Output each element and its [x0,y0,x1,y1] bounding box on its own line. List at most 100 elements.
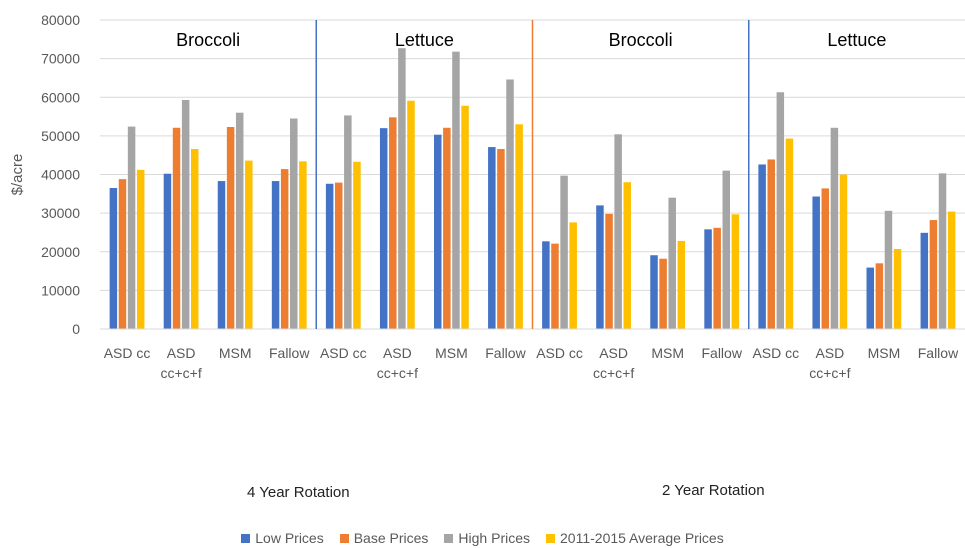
y-tick-label: 70000 [41,51,80,67]
x-tick-label: MSM [435,345,468,361]
bar [127,126,136,329]
bar [758,164,766,329]
y-tick-label: 50000 [41,128,80,144]
bar [614,134,622,329]
bar [235,112,244,329]
bar [866,267,875,329]
bar [551,243,559,329]
bar [560,175,568,329]
bar [677,240,686,329]
bar [163,173,172,329]
bar [542,241,550,329]
bar [118,179,127,329]
bar [596,205,604,329]
x-tick-label: MSM [868,345,901,361]
bar [389,117,397,330]
y-tick-label: 40000 [41,167,80,183]
bar [398,48,406,329]
bar [785,138,794,329]
bar [731,214,740,329]
x-tick-label: ASD [815,345,844,361]
y-tick-label: 60000 [41,89,80,105]
bar [515,124,523,329]
x-tick-label: Fallow [485,345,526,361]
x-tick-label: ASD cc [752,345,799,361]
bar [325,183,334,329]
crop-group-label: Broccoli [609,30,673,50]
bar [650,255,658,329]
bar [920,232,929,329]
legend-swatch [241,533,251,543]
legend-item: Base Prices [339,530,429,546]
bar [379,128,388,329]
bar [280,169,289,329]
legend-label: Low Prices [255,530,324,546]
y-tick-label: 30000 [41,205,80,221]
x-tick-label: ASD cc [536,345,583,361]
bar [812,196,820,329]
crop-group-label: Lettuce [395,30,454,50]
y-tick-label: 20000 [41,244,80,260]
bar [226,126,235,330]
bar [569,222,577,329]
x-tick-label: cc+c+f [593,365,634,381]
bar [497,149,505,329]
bar [947,211,956,329]
legend-item: High Prices [444,530,530,546]
bar [353,161,361,329]
legend-swatch [444,533,454,543]
bar [299,161,307,329]
bar [668,197,676,329]
bar [929,220,938,329]
legend-item: Low Prices [241,530,324,546]
bar [875,263,884,329]
x-tick-label: ASD cc [320,345,367,361]
bar [506,79,514,329]
bar [488,147,496,329]
legend-item: 2011-2015 Average Prices [546,530,724,546]
x-tick-label: ASD [383,345,412,361]
legend-label: Base Prices [353,530,429,546]
bar [217,181,226,329]
y-tick-label: 0 [72,321,80,337]
bar [776,92,785,329]
bar [136,169,145,329]
bar [271,181,280,329]
x-tick-label: ASD [599,345,628,361]
legend-swatch [546,533,556,543]
x-tick-label: ASD cc [104,345,151,361]
bar [830,127,839,329]
x-tick-label: MSM [651,345,684,361]
crop-group-label: Lettuce [827,30,886,50]
bar [407,100,415,329]
y-tick-label: 10000 [41,282,80,298]
bar [452,51,460,330]
bar [938,173,947,329]
x-tick-label: cc+c+f [377,365,418,381]
bar [893,249,902,329]
bar [713,227,721,329]
bar [659,258,667,329]
legend-swatch [339,533,349,543]
bar [623,182,631,329]
x-tick-label: cc+c+f [809,365,850,381]
rotation-label-2-year: 2 Year Rotation [662,482,765,499]
bar [109,188,118,329]
bar [839,174,848,329]
x-tick-label: Fallow [918,345,959,361]
bar [334,182,343,329]
bar [443,127,451,329]
y-tick-label: 80000 [41,12,80,28]
x-tick-label: ASD [167,345,196,361]
x-tick-label: MSM [219,345,252,361]
bar [172,127,181,329]
rotation-label-4-year: 4 Year Rotation [247,484,350,501]
x-tick-label: Fallow [701,345,742,361]
crop-group-label: Broccoli [176,30,240,50]
legend: Low Prices Base Prices High Prices 2011-201… [0,530,965,546]
bar [290,118,298,330]
bar [181,99,190,329]
bar [245,160,253,329]
x-tick-label: cc+c+f [160,365,201,381]
